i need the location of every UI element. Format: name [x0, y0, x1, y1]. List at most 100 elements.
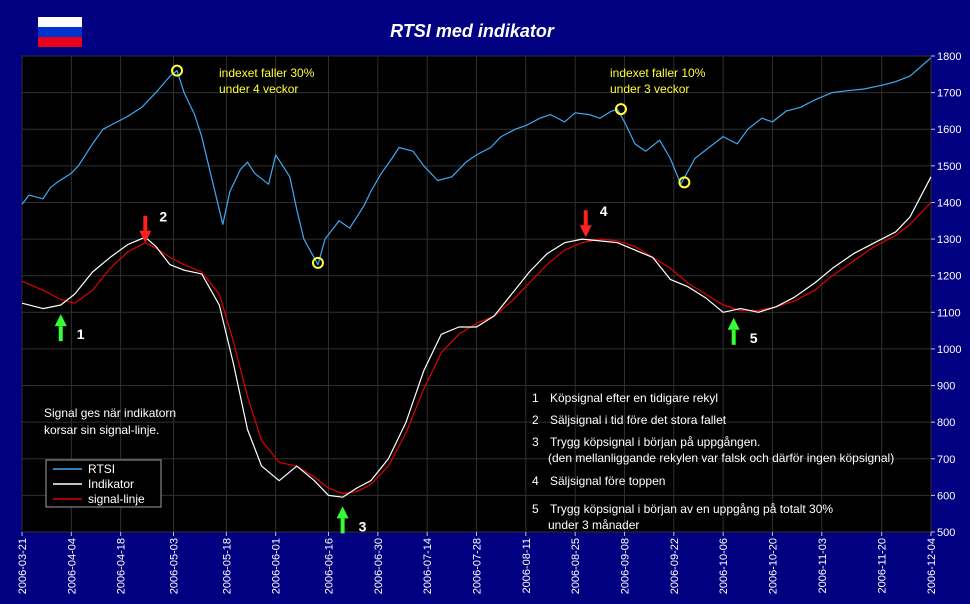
legend-label: Indikator: [88, 477, 134, 491]
x-tick-label: 2006-05-18: [221, 538, 233, 594]
x-tick-label: 2006-06-30: [373, 538, 385, 594]
signal-number: 5: [750, 330, 758, 346]
grid-lines: [21, 55, 932, 533]
flag-stripe-white: [38, 17, 82, 27]
buy-arrow-shaft: [731, 329, 736, 345]
indicator-line: [21, 176, 932, 498]
russian-flag-icon: [38, 17, 82, 47]
x-tick-label: 2006-06-16: [324, 538, 336, 594]
x-axis: 2006-03-21 2006-04-04 2006-04-18 2006-05-03…: [17, 532, 938, 594]
signal-arrow-2: 2: [139, 209, 167, 243]
numbered-note-4: 4 Säljsignal före toppen: [532, 474, 665, 488]
rtsi-line: [21, 57, 932, 266]
note-text: Köpsignal efter en tidigare rekyl: [550, 391, 718, 405]
buy-arrow-icon: [727, 317, 740, 330]
highlight-circle: [678, 176, 691, 189]
y-tick-label: 1300: [937, 234, 961, 246]
note-number: 3: [532, 435, 539, 449]
numbered-note-1: 1 Köpsignal efter en tidigare rekyl: [532, 391, 718, 405]
x-tick-label: 2006-08-25: [570, 538, 582, 594]
y-tick-label: 500: [937, 527, 955, 539]
x-tick-label: 2006-05-03: [169, 538, 181, 594]
x-tick-label: 2006-04-04: [66, 538, 78, 594]
x-tick-label: 2006-09-22: [669, 538, 681, 594]
signal-number: 2: [159, 209, 167, 225]
signal-line: [21, 202, 932, 495]
x-tick-label: 2006-06-01: [271, 538, 283, 594]
y-tick-label: 1200: [937, 271, 961, 283]
x-tick-label: 2006-07-14: [422, 538, 434, 594]
signal-arrow-3: 3: [336, 506, 367, 534]
annotation-drop10-line2: under 3 veckor: [610, 82, 689, 96]
y-axis: 500 600 700 800 900 1000 1100 1200 1300 1400 1500 1…: [931, 51, 961, 539]
annotation-texts: indexet faller 30% under 4 veckor indexet …: [44, 66, 894, 532]
y-tick-label: 1400: [937, 197, 961, 209]
y-tick-label: 1100: [937, 307, 961, 319]
note-number: 4: [532, 474, 539, 488]
y-tick-label: 800: [937, 417, 955, 429]
x-tick-label: 2006-11-20: [877, 538, 889, 593]
x-tick-label: 2006-03-21: [17, 538, 29, 594]
note-number: 2: [532, 413, 539, 427]
note-text: (den mellanliggande rekylen var falsk oc…: [548, 451, 894, 465]
note-text: Trygg köpsignal i början av en uppgång p…: [550, 502, 833, 516]
sell-arrow-icon: [579, 225, 592, 238]
buy-arrow-icon: [336, 506, 349, 519]
highlight-circle: [614, 103, 627, 116]
y-tick-label: 1800: [937, 51, 961, 63]
x-tick-label: 2006-07-28: [472, 538, 484, 594]
x-tick-label: 2006-10-06: [718, 538, 730, 594]
y-tick-label: 900: [937, 381, 955, 393]
signal-arrow-4: 4: [579, 203, 608, 238]
buy-arrow-shaft: [58, 326, 63, 342]
numbered-note-2: 2 Säljsignal i tid före det stora fallet: [532, 413, 727, 427]
chart-title: RTSI med indikator: [390, 21, 555, 41]
x-tick-label: 2006-04-18: [116, 538, 128, 594]
signal-number: 1: [77, 326, 85, 342]
signal-number: 3: [359, 518, 367, 534]
y-tick-label: 1700: [937, 88, 961, 100]
note-text: Säljsignal före toppen: [550, 474, 665, 488]
signal-note-line1: Signal ges när indikatorn: [44, 406, 176, 420]
note-number: 5: [532, 502, 539, 516]
annotation-drop10-line1: indexet faller 10%: [610, 66, 706, 80]
note-text: under 3 månader: [548, 518, 639, 532]
signal-arrow-5: 5: [727, 317, 758, 346]
y-tick-label: 600: [937, 490, 955, 502]
signal-note-line2: korsar sin signal-linje.: [44, 423, 159, 437]
sell-arrow-icon: [139, 230, 152, 243]
annotation-drop30-line1: indexet faller 30%: [219, 66, 315, 80]
y-tick-label: 700: [937, 454, 955, 466]
x-tick-label: 2006-09-08: [619, 538, 631, 594]
highlight-circle: [311, 256, 324, 269]
numbered-note-5: 5 Trygg köpsignal i början av en uppgång …: [532, 502, 833, 532]
highlight-circle: [171, 64, 184, 77]
y-tick-label: 1000: [937, 344, 961, 356]
note-number: 1: [532, 391, 539, 405]
annotation-drop30-line2: under 4 veckor: [219, 82, 298, 96]
numbered-note-3: 3 Trygg köpsignal i början på uppgången. (…: [532, 435, 894, 465]
sell-arrow-shaft: [143, 215, 148, 231]
note-text: Säljsignal i tid före det stora fallet: [550, 413, 727, 427]
signal-arrow-1: 1: [54, 314, 85, 342]
sell-arrow-shaft: [583, 210, 588, 226]
x-tick-label: 2006-11-03: [817, 538, 829, 593]
buy-arrow-icon: [54, 314, 67, 327]
y-tick-label: 1500: [937, 161, 961, 173]
x-tick-label: 2006-10-20: [767, 538, 779, 594]
flag-stripe-blue: [38, 27, 82, 37]
signal-marks: 1 2 3 4 5: [54, 64, 758, 534]
signal-number: 4: [600, 203, 608, 219]
y-tick-label: 1600: [937, 124, 961, 136]
note-text: Trygg köpsignal i början på uppgången.: [550, 435, 760, 449]
x-tick-label: 2006-12-04: [926, 538, 938, 594]
buy-arrow-shaft: [340, 518, 345, 534]
legend-label: signal-linje: [88, 492, 145, 506]
x-tick-label: 2006-08-11: [521, 538, 533, 593]
legend-label: RTSI: [88, 462, 115, 476]
series-lines: [21, 57, 932, 498]
flag-stripe-red: [38, 37, 82, 47]
